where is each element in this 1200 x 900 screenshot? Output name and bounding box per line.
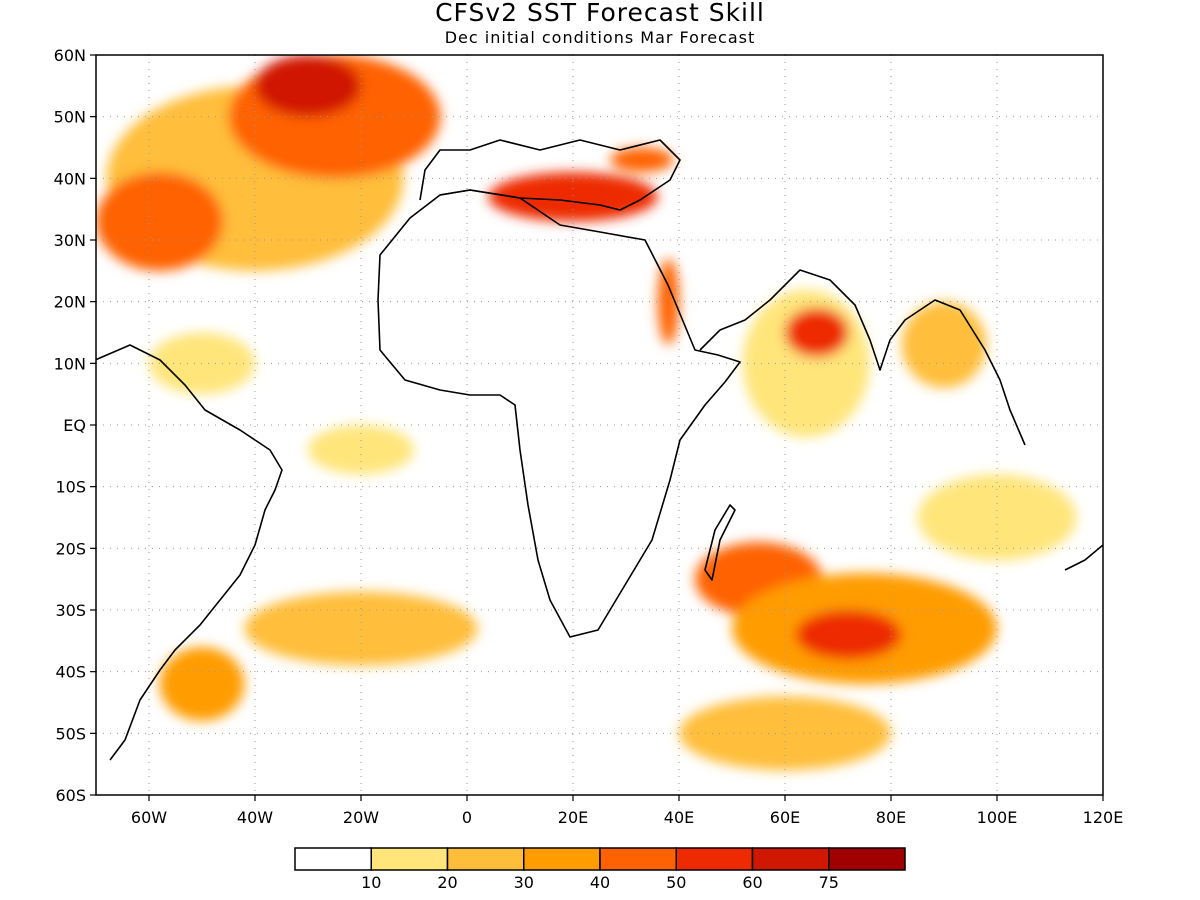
chart-title: CFSv2 SST Forecast Skill (435, 0, 765, 27)
colorbar-label: 60 (742, 873, 762, 892)
colorbar-label: 40 (590, 873, 610, 892)
colorbar-label: 30 (514, 873, 534, 892)
lon-label: 100E (977, 808, 1018, 827)
lat-label: 30N (54, 231, 86, 250)
lat-label: 10S (55, 478, 86, 497)
lat-label: 40N (54, 169, 86, 188)
colorbar-label: 50 (666, 873, 686, 892)
lon-label: 120E (1083, 808, 1124, 827)
lat-label: 60S (55, 786, 86, 805)
colorbar-swatch (294, 847, 372, 871)
skill-region-17 (159, 647, 245, 721)
colorbar-swatch (370, 847, 449, 871)
skill-region-14 (795, 610, 902, 660)
skill-region-11 (308, 425, 414, 475)
skill-region-6 (657, 258, 680, 345)
plot-frame (95, 54, 1104, 796)
lon-label: 20W (343, 808, 379, 827)
lat-label: 50S (55, 724, 86, 743)
colorbar: 10 20 30 40 50 60 75 (294, 847, 906, 892)
lat-label: 30S (55, 601, 86, 620)
lon-label: 60E (770, 808, 800, 827)
colorbar-label: 75 (819, 873, 839, 892)
skill-region-5 (610, 147, 674, 173)
lat-label: 10N (54, 354, 86, 373)
skill-region-2 (255, 55, 361, 117)
colorbar-swatch (828, 847, 906, 871)
skill-region-16 (244, 591, 478, 666)
grid-lines (96, 55, 1103, 795)
colorbar-swatch (751, 847, 830, 871)
colorbar-label: 10 (361, 873, 381, 892)
lon-label: 20E (558, 808, 588, 827)
lat-label: 60N (54, 46, 86, 65)
colorbar-label: 20 (437, 873, 457, 892)
lon-label: 40W (237, 808, 273, 827)
skill-region-9 (901, 301, 987, 389)
skill-region-3 (96, 172, 224, 271)
skill-region-15 (679, 696, 891, 771)
chart-subtitle: Dec initial conditions Mar Forecast (444, 28, 756, 47)
colorbar-swatch (523, 847, 601, 871)
lat-label: 20S (55, 539, 86, 558)
colorbar-swatch (599, 847, 677, 871)
colorbar-swatch (675, 847, 754, 871)
lat-label: 50N (54, 108, 86, 127)
coastlines (96, 139, 1103, 761)
skill-region-8 (785, 307, 849, 358)
lat-label: EQ (63, 416, 86, 435)
lat-label: 20N (54, 293, 86, 312)
lon-label: 80E (876, 808, 906, 827)
axis-ticks: 60N 50N 40N 30N 20N 10N EQ 10S 20S 30S 40S 50S 60S 60… (54, 46, 1124, 827)
lat-label: 40S (55, 663, 86, 682)
lon-label: 40E (664, 808, 694, 827)
colorbar-swatch (446, 847, 525, 871)
lon-label: 60W (131, 808, 167, 827)
lon-label: 0 (462, 808, 472, 827)
